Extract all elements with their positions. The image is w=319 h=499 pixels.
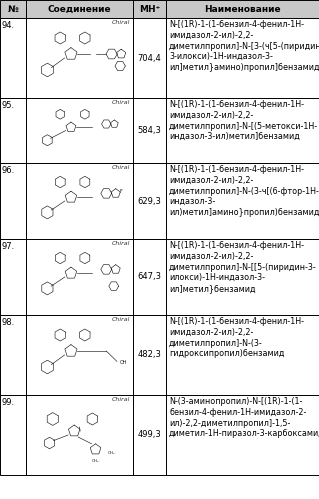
Bar	[133, 98, 166, 163]
Text: №: №	[8, 4, 19, 13]
Bar	[166, 98, 319, 163]
Bar	[0, 98, 26, 163]
Bar	[26, 239, 133, 315]
Text: 96.: 96.	[2, 166, 15, 175]
Text: N-[(1R)-1-(1-бензил-4-фенил-1Н-
имидазол-2-ил)-2,2-
диметилпропил]-N-[3-(ч[5-(пи: N-[(1R)-1-(1-бензил-4-фенил-1Н- имидазол…	[169, 20, 319, 72]
Bar	[133, 163, 166, 239]
Text: 584,3: 584,3	[137, 126, 161, 135]
Bar	[26, 18, 133, 98]
Text: 629,3: 629,3	[137, 197, 161, 206]
Text: 704,4: 704,4	[137, 53, 161, 62]
Bar	[166, 18, 319, 98]
Text: F: F	[119, 189, 122, 194]
Bar	[0, 163, 26, 239]
Bar	[133, 239, 166, 315]
Text: 499,3: 499,3	[137, 431, 161, 440]
Text: N-[(1R)-1-(1-бензил-4-фенил-1Н-
имидазол-2-ил)-2,2-
диметилпропил]-N-(3-
гидрокс: N-[(1R)-1-(1-бензил-4-фенил-1Н- имидазол…	[169, 317, 304, 358]
Bar	[166, 395, 319, 475]
Bar	[0, 0, 26, 18]
Text: МН⁺: МН⁺	[139, 4, 160, 13]
Bar	[166, 239, 319, 315]
Text: Наименование: Наименование	[204, 4, 281, 13]
Bar	[0, 18, 26, 98]
Text: Chiral: Chiral	[112, 241, 130, 246]
Bar	[166, 0, 319, 18]
Bar	[26, 0, 133, 18]
Text: 94.: 94.	[2, 21, 15, 30]
Bar	[166, 315, 319, 395]
Text: 647,3: 647,3	[137, 272, 161, 281]
Text: Chiral: Chiral	[112, 397, 130, 402]
Bar	[0, 395, 26, 475]
Text: CH₃: CH₃	[92, 459, 99, 463]
Text: OH: OH	[120, 360, 128, 365]
Text: Chiral: Chiral	[112, 20, 130, 25]
Text: 97.: 97.	[2, 242, 15, 251]
Text: N-[(1R)-1-(1-бензил-4-фенил-1Н-
имидазол-2-ил)-2,2-
диметилпропил]-N-[[5-(пириди: N-[(1R)-1-(1-бензил-4-фенил-1Н- имидазол…	[169, 241, 317, 293]
Bar	[26, 98, 133, 163]
Bar	[133, 18, 166, 98]
Text: 95.: 95.	[2, 101, 15, 110]
Bar	[133, 315, 166, 395]
Text: Chiral: Chiral	[112, 317, 130, 322]
Text: Chiral: Chiral	[112, 165, 130, 170]
Bar	[26, 315, 133, 395]
Text: N-[(1R)-1-(1-бензил-4-фенил-1Н-
имидазол-2-ил)-2,2-
диметилпропил]-N-[(5-метокси: N-[(1R)-1-(1-бензил-4-фенил-1Н- имидазол…	[169, 100, 318, 141]
Text: 99.: 99.	[2, 398, 15, 407]
Text: N-[(1R)-1-(1-бензил-4-фенил-1Н-
имидазол-2-ил)-2,2-
диметилпропил]-N-(3-ч[(6-фто: N-[(1R)-1-(1-бензил-4-фенил-1Н- имидазол…	[169, 165, 319, 217]
Text: Соединение: Соединение	[48, 4, 111, 13]
Bar	[0, 239, 26, 315]
Text: N-(3-аминопропил)-N-[(1R)-1-(1-
бензил-4-фенил-1Н-имидазол-2-
ил)-2,2-диметилпро: N-(3-аминопропил)-N-[(1R)-1-(1- бензил-4…	[169, 397, 319, 438]
Text: CH₃: CH₃	[108, 452, 115, 456]
Bar	[0, 315, 26, 395]
Bar	[133, 0, 166, 18]
Text: 482,3: 482,3	[137, 350, 161, 359]
Text: 98.: 98.	[2, 318, 15, 327]
Bar	[26, 163, 133, 239]
Text: Chiral: Chiral	[112, 100, 130, 105]
Bar	[26, 395, 133, 475]
Bar	[166, 163, 319, 239]
Bar	[133, 395, 166, 475]
